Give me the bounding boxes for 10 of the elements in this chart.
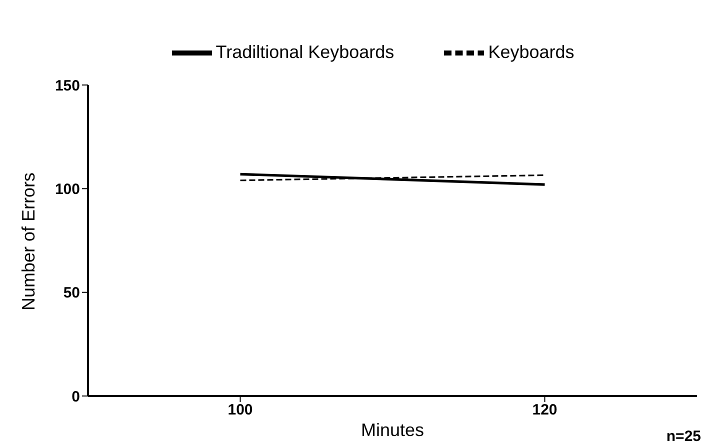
legend-label: Tradiltional Keyboards <box>216 42 394 62</box>
x-axis-title: Minutes <box>360 420 424 440</box>
y-axis-title: Number of Errors <box>18 172 38 310</box>
text: n=25 <box>666 428 701 445</box>
y-tick-label: 0 <box>72 388 80 406</box>
x-tick-label: 120 <box>532 402 558 419</box>
y-tick-label: 50 <box>63 284 80 302</box>
y-tick-label: 100 <box>54 180 80 198</box>
legend-label: Keyboards <box>488 42 574 62</box>
y-tick-label: 150 <box>54 77 80 94</box>
